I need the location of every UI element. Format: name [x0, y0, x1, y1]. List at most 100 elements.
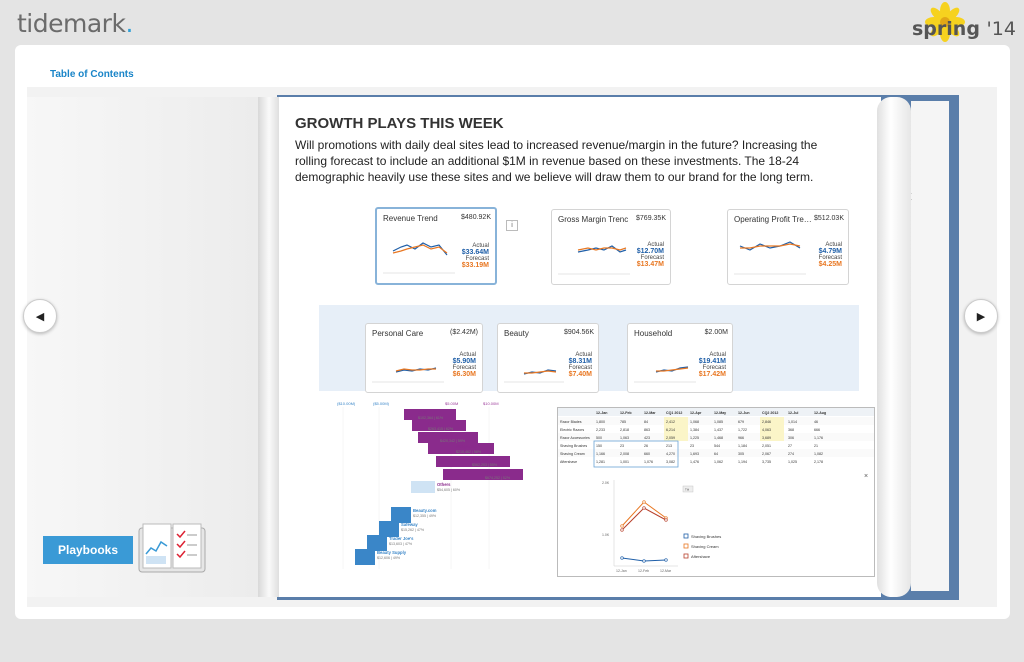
- table-cell: 1,068: [690, 420, 699, 424]
- waterfall-bar: [404, 409, 456, 420]
- table-header-cell: 12-Aug: [814, 411, 826, 415]
- table-cell: 2,233: [596, 428, 605, 432]
- right-page-edge: [911, 101, 949, 591]
- table-cell: 1,076: [644, 460, 653, 464]
- waterfall-value: $12,355 | 49%: [413, 514, 437, 518]
- table-cell: 660: [644, 452, 650, 456]
- table-cell: 150: [596, 444, 602, 448]
- chart-point: [642, 506, 646, 510]
- table-cell: 3,735: [762, 460, 771, 464]
- waterfall-label: Target: [440, 433, 453, 438]
- table-of-contents-link[interactable]: Table of Contents: [50, 69, 134, 80]
- table-cell: Razor Blades: [560, 420, 582, 424]
- table-cell: 423: [644, 436, 650, 440]
- chart-type-button-label: Tbl: [685, 488, 690, 492]
- highlight-cell: [760, 425, 784, 433]
- legend-swatch: [683, 543, 689, 549]
- actual-block: Actual $33.64M Forecast $33.19M: [461, 243, 489, 269]
- actual-block: Actual $8.31M Forecast $7.40M: [568, 352, 592, 378]
- table-cell: 26: [644, 444, 648, 448]
- waterfall-bar: [355, 549, 375, 565]
- operating-profit-card: Operating Profit Tre… $512.03K Actual $4.…: [727, 209, 849, 285]
- chart-point: [642, 500, 646, 504]
- waterfall-bar: [418, 432, 478, 443]
- highlight-cell: [664, 433, 688, 441]
- main-panel: Table of Contents t GROWTH PLAYS THIS WE…: [15, 45, 1010, 619]
- axis-tick-label: ($5.00M): [373, 401, 390, 406]
- household-sparkline: [634, 366, 696, 383]
- table-cell: 2,059: [666, 436, 675, 440]
- chart-point: [620, 528, 624, 532]
- waterfall-value: $420,342 | 59%: [440, 439, 466, 443]
- card-value: $904.56K: [564, 329, 594, 336]
- next-page-button[interactable]: ▶: [964, 299, 998, 333]
- table-cell: 1,082: [814, 452, 823, 456]
- table-cell: 4,063: [762, 428, 771, 432]
- legend-label: Shaving Cream: [691, 544, 719, 549]
- dashboard-screenshot: Revenue Trend $480.92K Actual $33.64M Fore…: [319, 207, 875, 577]
- chart-x-label: 12-Mar: [660, 569, 672, 573]
- household-card: Household $2.00M Actual $19.41M Forecast $1…: [627, 323, 733, 393]
- table-row: [558, 433, 874, 441]
- left-page: [27, 97, 260, 597]
- highlight-cell: [664, 417, 688, 425]
- table-cell: 1,025: [788, 460, 797, 464]
- waterfall-value: $674,252 | 52%: [485, 476, 511, 480]
- chart-type-button: [682, 485, 694, 493]
- table-row: [558, 417, 874, 425]
- table-cell: 27: [788, 444, 792, 448]
- table-cell: 213: [666, 444, 672, 448]
- info-icon[interactable]: i: [506, 220, 518, 231]
- table-header-cell: CQ2 2012: [762, 411, 778, 415]
- book-binding: [258, 97, 280, 597]
- waterfall-value: $12,606 | 49%: [377, 556, 401, 560]
- waterfall-value: $54,605 | 60%: [437, 488, 461, 492]
- card-title: Personal Care: [372, 329, 424, 338]
- arrow-left-icon: ◀: [35, 310, 45, 323]
- table-cell: 785: [620, 420, 626, 424]
- operating-profit-sparkline: [734, 241, 806, 275]
- close-icon: ×: [864, 473, 868, 480]
- axis-tick-label: ($10.00M): [337, 401, 356, 406]
- table-header-cell: 12-Feb: [620, 411, 632, 415]
- table-cell: 2,846: [762, 420, 771, 424]
- table-cell: 46: [814, 420, 818, 424]
- highlight-cell: [760, 417, 784, 425]
- waterfall-bar: [379, 521, 399, 537]
- table-cell: 1,194: [738, 460, 747, 464]
- table-cell: 64: [714, 452, 718, 456]
- chart-point: [620, 524, 624, 528]
- table-row: [558, 457, 874, 465]
- table-cell: 2,818: [620, 428, 629, 432]
- waterfall-bar: [411, 481, 435, 493]
- table-cell: 6,214: [666, 428, 675, 432]
- chart-point: [620, 556, 624, 560]
- table-row: [558, 441, 874, 449]
- table-cell: 666: [814, 428, 820, 432]
- chart-x-label: 12-Feb: [638, 569, 649, 573]
- table-cell: 2,178: [814, 460, 823, 464]
- table-cell: 23: [620, 444, 624, 448]
- chart-x-label: 12-Jan: [616, 569, 627, 573]
- table-cell: Electric Razors: [560, 428, 584, 432]
- card-value: $512.03K: [814, 215, 844, 222]
- table-cell: Aftershave: [560, 460, 577, 464]
- card-title: Gross Margin Trenc: [558, 215, 629, 224]
- waterfall-value: $15,262 | 47%: [401, 528, 425, 532]
- playbooks-button[interactable]: Playbooks: [43, 536, 133, 564]
- table-header-cell: 12-Apr: [690, 411, 702, 415]
- actual-block: Actual $19.41M Forecast $17.42M: [698, 352, 726, 378]
- table-row: [558, 425, 874, 433]
- waterfall-label: CVS: [418, 410, 427, 415]
- table-cell: 863: [644, 428, 650, 432]
- chart-point: [664, 518, 668, 522]
- table-cell: 1,800: [596, 420, 605, 424]
- table-header-bg: [558, 408, 874, 416]
- prev-page-button[interactable]: ◀: [23, 299, 57, 333]
- waterfall-chart: ($10.00M) ($5.00M) $5.00M $10.00M CVS$102,36…: [337, 401, 523, 569]
- table-cell: 23: [690, 444, 694, 448]
- table-header-cell: 12-Jan: [596, 411, 607, 415]
- gross-margin-sparkline: [558, 245, 630, 275]
- table-header-cell: CQ1 2012: [666, 411, 682, 415]
- waterfall-label: Beauty Supply: [377, 550, 407, 555]
